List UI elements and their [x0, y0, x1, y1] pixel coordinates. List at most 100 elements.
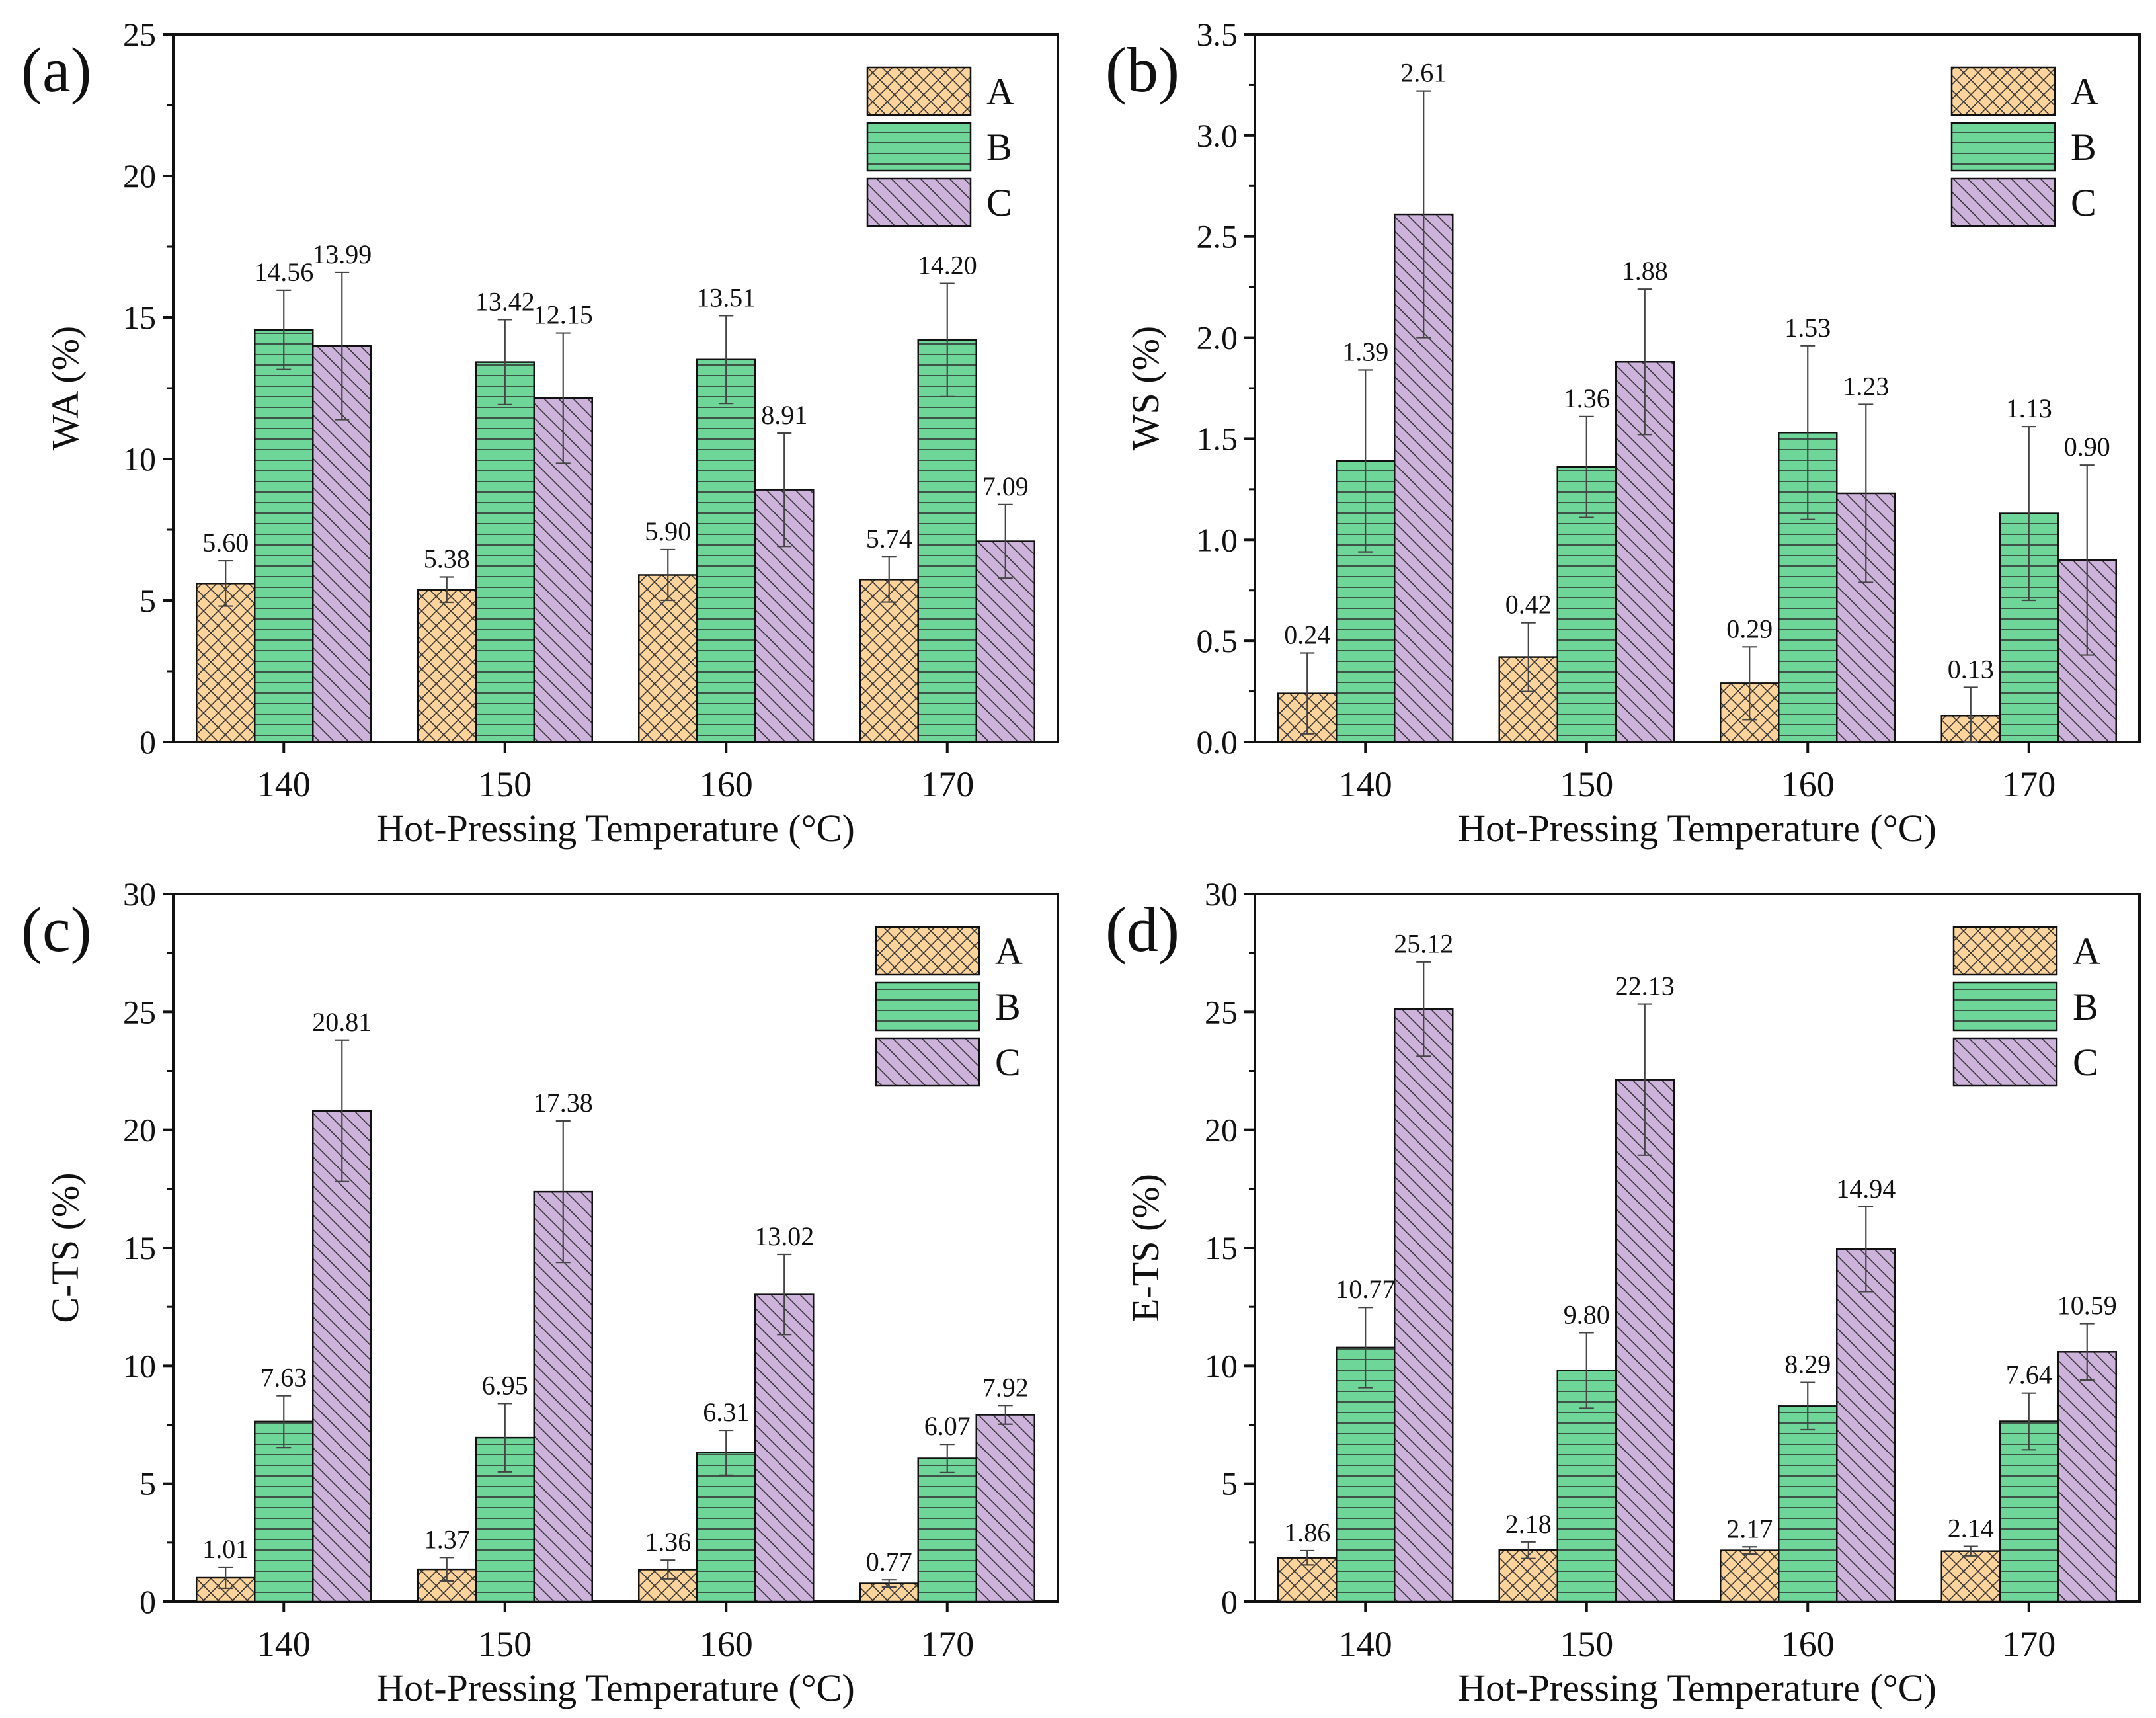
x-tick-label: 150 [478, 1624, 532, 1664]
bar-A-170 [1940, 1550, 2001, 1603]
y-axis-label: WS (%) [1124, 326, 1167, 450]
data-label: 7.09 [982, 471, 1029, 501]
y-tick-label: 0.0 [1197, 723, 1238, 760]
legend-swatch-B [866, 122, 972, 172]
bar-C-140 [312, 1110, 372, 1603]
x-axis-label: Hot-Pressing Temperature (°C) [1458, 1666, 1936, 1709]
data-label: 1.36 [1564, 384, 1610, 413]
data-label: 5.60 [202, 528, 249, 557]
panel-c: 0 5 10 15 20 25 30 140 1.01 7.63 20.81 150 1.37 6.95 1… [21, 876, 1059, 1709]
data-label: 13.51 [696, 282, 756, 312]
y-tick-label: 20 [123, 157, 156, 194]
y-tick-label: 25 [123, 993, 156, 1030]
bar-C-150 [1615, 1079, 1675, 1603]
data-label: 14.94 [1836, 1174, 1896, 1204]
legend: ABC [1952, 926, 2100, 1087]
y-tick-label: 0.5 [1197, 622, 1238, 659]
legend-label-C: C [995, 1041, 1021, 1084]
legend-swatch-C [1952, 1037, 2058, 1087]
legend-swatch-A [866, 66, 972, 116]
y-tick-label: 5 [140, 1465, 156, 1502]
panel-label: (a) [21, 34, 92, 105]
bar-B-170 [1999, 1420, 2059, 1603]
x-tick-label: 170 [2002, 764, 2056, 804]
data-label: 1.37 [424, 1524, 470, 1554]
y-tick-label: 10 [123, 440, 156, 477]
y-tick-label: 2.0 [1197, 319, 1238, 356]
data-label: 6.95 [482, 1370, 528, 1400]
legend-label-A: A [2073, 930, 2100, 973]
legend-swatch-C [875, 1037, 980, 1087]
y-tick-label: 30 [1205, 876, 1238, 913]
y-tick-label: 30 [123, 876, 156, 913]
legend-swatch-B [875, 981, 980, 1032]
y-tick-label: 5 [140, 582, 156, 619]
x-tick-label: 140 [1339, 1624, 1392, 1664]
legend-label-B: B [2071, 126, 2096, 169]
legend-label-C: C [986, 181, 1012, 224]
data-label: 1.13 [2006, 393, 2052, 423]
data-label: 13.99 [312, 239, 372, 269]
x-tick-label: 140 [257, 764, 311, 804]
bar-B-160 [696, 358, 756, 743]
data-label: 1.88 [1622, 256, 1668, 286]
legend-swatch-C [866, 177, 972, 227]
y-tick-label: 15 [123, 299, 156, 336]
panel-a: 05101520251405.6014.5613.991505.3813.421… [21, 16, 1059, 850]
y-tick-label: 15 [1205, 1229, 1238, 1266]
data-label: 1.01 [202, 1534, 249, 1564]
bar-C-140 [1394, 1008, 1454, 1603]
x-tick-label: 170 [920, 764, 974, 804]
y-axis-label: C-TS (%) [44, 1172, 87, 1323]
data-label: 9.80 [1564, 1299, 1610, 1329]
y-tick-label: 10 [123, 1347, 156, 1384]
legend-swatch-B [1952, 981, 2058, 1032]
y-tick-label: 25 [1205, 993, 1238, 1030]
y-tick-label: 0 [1221, 1583, 1238, 1620]
x-axis-label: Hot-Pressing Temperature (°C) [1458, 807, 1936, 850]
legend-swatch-A [1952, 926, 2058, 976]
bar-B-140 [254, 1420, 314, 1603]
bar-A-140 [196, 583, 256, 743]
data-label: 5.90 [645, 516, 691, 546]
data-label: 22.13 [1615, 971, 1675, 1001]
legend-label-A: A [2071, 70, 2098, 113]
data-label: 5.38 [424, 544, 470, 573]
data-label: 20.81 [312, 1007, 372, 1037]
panel-label: (d) [1105, 894, 1179, 965]
x-tick-label: 160 [1781, 1624, 1835, 1664]
legend-label-B: B [2073, 985, 2098, 1028]
y-tick-label: 2.5 [1197, 218, 1238, 255]
data-label: 1.39 [1342, 337, 1388, 366]
y-tick-label: 15 [123, 1229, 156, 1266]
bar-C-170 [2057, 1351, 2117, 1603]
data-label: 0.42 [1505, 590, 1552, 620]
x-tick-label: 150 [1560, 764, 1613, 804]
data-label: 7.63 [260, 1363, 307, 1393]
legend-swatch-B [1950, 122, 2056, 172]
legend-swatch-C [1950, 177, 2056, 227]
y-axis-label: E-TS (%) [1124, 1174, 1167, 1322]
data-label: 0.24 [1284, 620, 1330, 649]
bar-C-160 [754, 1293, 815, 1603]
data-label: 13.42 [475, 286, 535, 316]
legend: ABC [1950, 66, 2098, 227]
data-label: 2.18 [1505, 1509, 1552, 1539]
data-label: 8.91 [761, 400, 807, 430]
y-tick-label: 1.5 [1197, 420, 1238, 457]
data-label: 17.38 [534, 1088, 593, 1118]
x-tick-label: 140 [257, 1624, 311, 1664]
data-label: 1.36 [645, 1527, 691, 1557]
data-label: 14.20 [918, 251, 977, 280]
legend-label-A: A [986, 70, 1014, 113]
y-axis-label: WA (%) [44, 326, 87, 450]
y-tick-label: 5 [1221, 1465, 1238, 1502]
data-label: 1.53 [1784, 313, 1831, 343]
data-label: 8.29 [1784, 1350, 1831, 1379]
bar-B-150 [475, 361, 535, 743]
x-axis-label: Hot-Pressing Temperature (°C) [376, 1666, 855, 1709]
legend-label-A: A [995, 930, 1023, 973]
panel-label: (c) [21, 894, 92, 965]
x-tick-label: 160 [699, 1624, 753, 1664]
data-label: 5.74 [866, 524, 912, 553]
